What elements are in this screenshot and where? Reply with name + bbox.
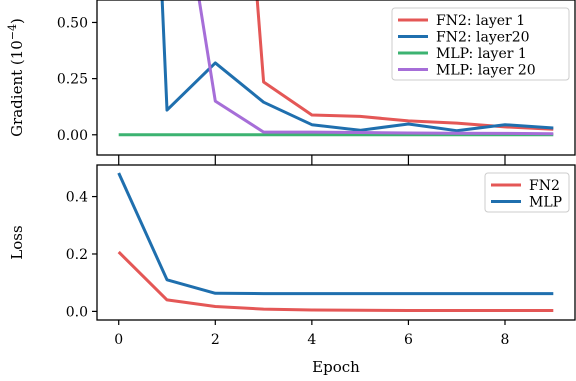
- x-tick-label: 6: [404, 332, 413, 348]
- legend-label: MLP: [529, 195, 562, 211]
- y-axis-label: Loss: [8, 225, 26, 259]
- x-tick-label: 8: [501, 332, 510, 348]
- x-axis-label: Epoch: [312, 358, 360, 376]
- plot-frame: [96, 0, 576, 156]
- y-axis-label: Gradient (10−4): [6, 18, 26, 137]
- series-lines: [117, 172, 554, 312]
- y-tick-label: 0.0: [66, 304, 88, 320]
- legend-box: [391, 7, 570, 81]
- legend-label: MLP: layer 20: [436, 63, 536, 79]
- series-line-fn2-layer-1: [255, 0, 554, 131]
- series-line-fn2-layer20: [160, 0, 554, 133]
- y-tick-label: 0.00: [57, 128, 88, 144]
- series-line-fn2: [117, 250, 554, 312]
- x-tick-label: 2: [211, 332, 220, 348]
- legend-label: FN2: layer20: [436, 30, 530, 46]
- series-line-mlp: [117, 172, 554, 296]
- y-tick-label: 0.50: [57, 15, 88, 31]
- legend-label: MLP: layer 1: [436, 46, 527, 62]
- y-tick-label: 0.4: [66, 190, 88, 206]
- plot-frame: [96, 164, 576, 321]
- x-tick-label: 0: [114, 332, 123, 348]
- y-tick-label: 0.2: [66, 247, 88, 263]
- y-tick-label: 0.25: [57, 72, 88, 88]
- x-tick-label: 4: [307, 332, 316, 348]
- gradient-panel: 0.00 0.25 0.50 Gradient (10−4) FN2: layer 1F…: [6, 0, 576, 160]
- legend-label: FN2: [529, 178, 560, 194]
- legend-label: FN2: layer 1: [436, 13, 525, 29]
- series-line-mlp-layer-20: [197, 0, 554, 136]
- series-lines: [118, 0, 554, 137]
